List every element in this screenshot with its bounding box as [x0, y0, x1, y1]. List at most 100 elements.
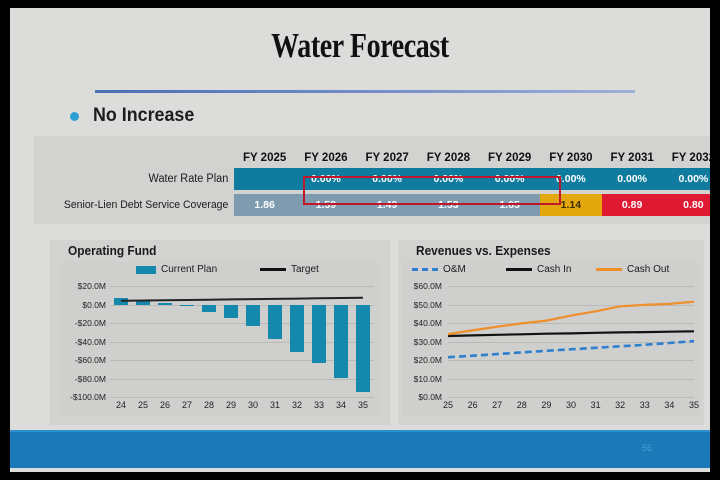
y-tick-label: -$60.0M	[74, 355, 106, 365]
chart-title-operating-fund: Operating Fund	[68, 244, 157, 258]
table-cell: 0.00%	[417, 168, 479, 190]
gridline	[448, 360, 694, 361]
legend-swatch-target	[260, 268, 286, 271]
x-tick-label: 30	[247, 400, 259, 410]
legend-label-current-plan: Current Plan	[161, 264, 218, 275]
y-tick-label: $20.0M	[77, 281, 106, 291]
x-tick-label: 34	[664, 400, 675, 410]
gridline	[448, 341, 694, 343]
target-line	[120, 296, 364, 302]
chart-legend-cash-in: Cash In	[506, 264, 571, 275]
x-tick-label: 33	[639, 400, 650, 410]
chart-legend-current-plan: Current Plan	[136, 264, 217, 275]
y-tick-label: -$40.0M	[74, 336, 106, 347]
table-cell: 0.00%	[540, 168, 602, 190]
gridline	[448, 304, 694, 306]
bar-25	[136, 299, 150, 305]
legend-swatch-o-and-m	[412, 268, 438, 271]
revenues-expenses-plot-area: $60.0M $50.0M $40.0M $30.0M $20.0M $10.0M $0.0…	[402, 262, 700, 417]
y-tick-label: $50.0M	[413, 299, 442, 310]
legend-label-cash-out: Cash Out	[627, 264, 670, 275]
table-cell: 1.65	[479, 194, 541, 216]
bar-26	[158, 303, 172, 305]
y-tick-label: $60.0M	[413, 281, 442, 291]
bar-31	[268, 304, 282, 339]
bullet-dot-icon	[70, 111, 79, 121]
y-tick-label: $0.0M	[82, 299, 106, 310]
presentation-slide: Water Forecast No Increase FY 2025 FY 202…	[10, 8, 710, 472]
gridline	[448, 323, 694, 324]
bullet-item-label: No Increase	[93, 105, 195, 126]
chart-legend-o-and-m: O&M	[412, 264, 466, 275]
gridline	[110, 323, 374, 324]
gridline	[110, 341, 374, 343]
row-label-senior-lien-debt-service-coverage: Senior-Lien Debt Service Coverage	[63, 199, 229, 211]
x-tick-label: 33	[313, 400, 325, 410]
slide-footer: 56	[10, 430, 710, 468]
x-tick-label: 26	[467, 400, 478, 410]
bar-27	[180, 304, 194, 306]
gridline	[110, 397, 374, 398]
y-tick-label: -$20.0M	[74, 318, 106, 328]
table-cell: 0.00%	[356, 168, 418, 190]
x-tick-label: 34	[335, 400, 347, 410]
table-cell: 0.00%	[295, 168, 357, 190]
bar-32	[290, 304, 304, 352]
chart-title-revenues-expenses: Revenues vs. Expenses	[416, 244, 551, 258]
x-tick-label: 31	[590, 400, 601, 410]
x-tick-label: 35	[688, 400, 700, 410]
x-tick-label: 26	[159, 400, 171, 410]
table-cell	[234, 168, 296, 190]
table-cell: 0.80	[662, 194, 710, 216]
column-header-fy-2032: FY 2032	[671, 152, 710, 164]
table-cell: 1.14	[540, 194, 602, 216]
x-tick-label: 31	[269, 400, 281, 410]
x-tick-label: 30	[565, 400, 577, 410]
x-tick-label: 24	[115, 400, 127, 410]
bar-30	[246, 304, 260, 326]
y-tick-label: $40.0M	[413, 318, 442, 328]
column-header-fy-2030: FY 2030	[549, 152, 593, 164]
gridline	[448, 286, 694, 287]
page-title: Water Forecast	[271, 26, 449, 65]
bar-28	[202, 304, 216, 312]
chart-legend-target: Target	[260, 264, 319, 275]
x-tick-label: 25	[137, 400, 149, 410]
x-tick-label: 27	[492, 400, 503, 410]
row-label-water-rate-plan: Water Rate Plan	[148, 173, 229, 185]
table-cell: 1.86	[234, 194, 296, 216]
page-number: 56	[641, 443, 652, 453]
chart-legend-cash-out: Cash Out	[596, 264, 669, 275]
bar-34	[334, 304, 348, 378]
table-cell: 0.89	[601, 194, 663, 216]
table-cell: 0.00%	[662, 168, 710, 190]
x-tick-label: 35	[357, 400, 369, 410]
y-tick-label: -$100.0M	[70, 392, 106, 402]
y-tick-label: $30.0M	[413, 336, 442, 347]
legend-label-o-and-m: O&M	[443, 264, 466, 275]
table-cell: 1.59	[295, 194, 357, 216]
gridline	[110, 304, 374, 306]
table-row: Water Rate Plan 0.00% 0.00% 0.00% 0.00% 0.00%…	[34, 168, 710, 190]
gridline	[110, 378, 374, 380]
table-header-row: FY 2025 FY 2026 FY 2027 FY 2028 FY 2029 FY 20…	[34, 136, 710, 168]
column-header-fy-2026: FY 2026	[304, 152, 348, 164]
gridline	[448, 397, 694, 398]
operating-fund-plot-area: $20.0M $0.0M -$20.0M -$40.0M -$60.0M -$80.0M -…	[60, 262, 380, 417]
x-tick-label: 32	[291, 400, 303, 410]
y-tick-label: $10.0M	[413, 373, 442, 384]
table-cell: 0.00%	[479, 168, 541, 190]
table-cell: 1.49	[356, 194, 418, 216]
x-tick-label: 28	[516, 400, 527, 410]
column-header-fy-2028: FY 2028	[426, 152, 470, 164]
x-tick-label: 25	[442, 400, 454, 410]
bar-35	[356, 304, 370, 393]
series-lines	[447, 300, 695, 359]
operating-fund-chart: Operating Fund $20.0M $0.0M -$20.0M -$40.0M…	[50, 240, 390, 425]
legend-swatch-cash-in	[506, 268, 532, 271]
gridline	[448, 378, 694, 380]
column-header-fy-2027: FY 2027	[365, 152, 409, 164]
x-tick-label: 32	[615, 400, 626, 410]
y-tick-label: $0.0M	[418, 392, 442, 402]
